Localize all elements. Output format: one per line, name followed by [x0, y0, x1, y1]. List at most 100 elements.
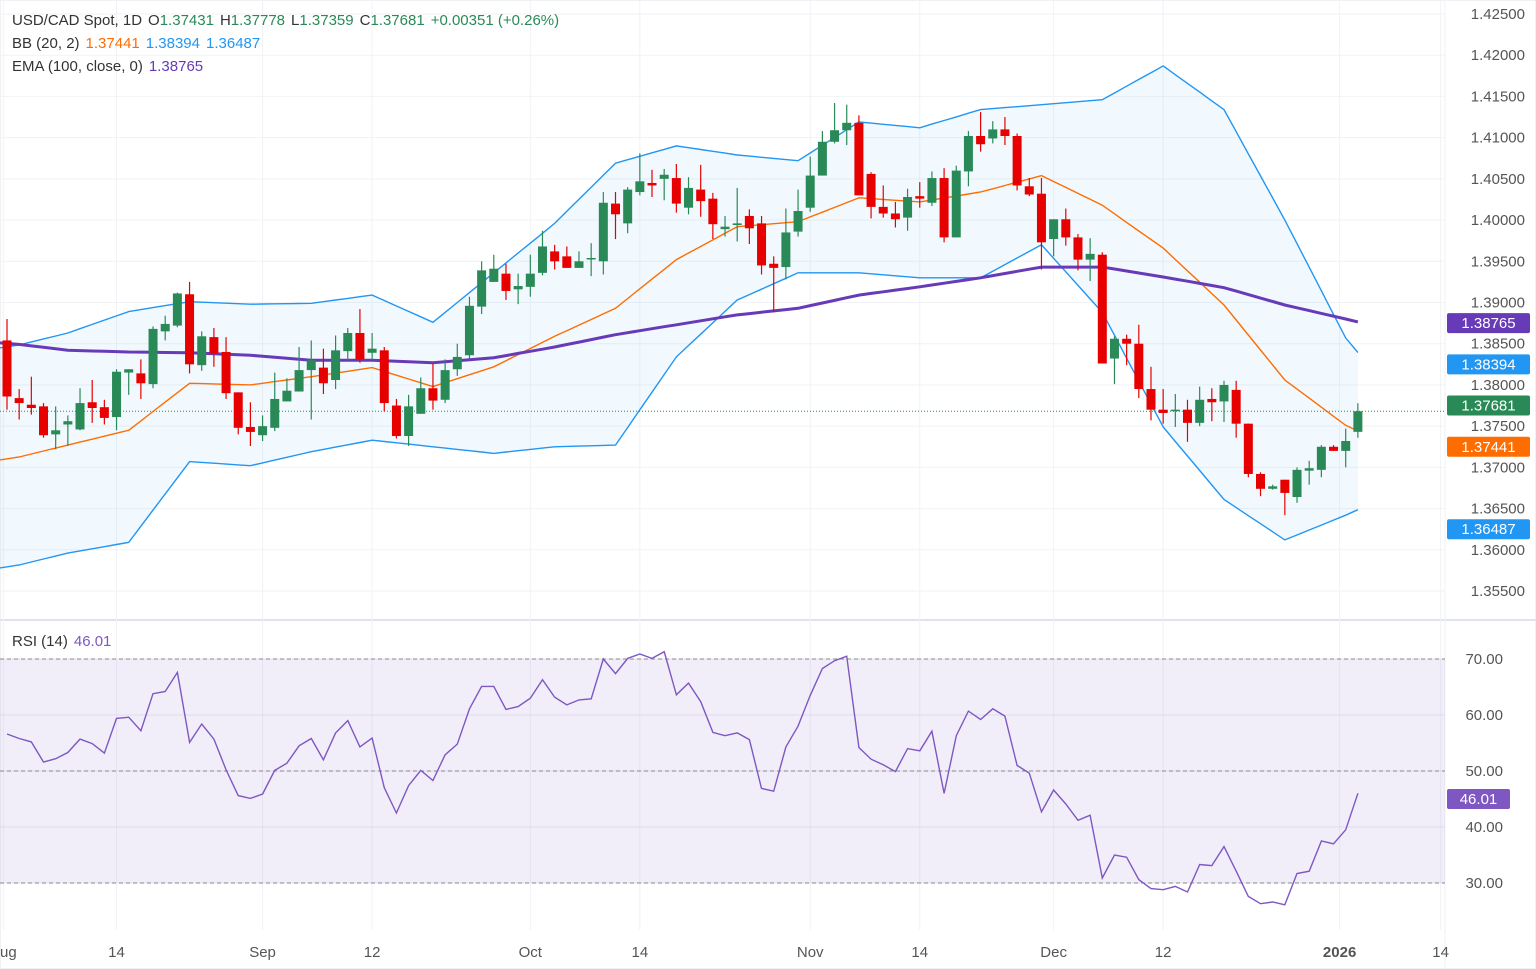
- time-tick-label: Oct: [519, 944, 543, 961]
- candle-up: [586, 243, 596, 277]
- candle-down: [671, 164, 681, 213]
- candle-body: [1049, 219, 1059, 240]
- candle-body: [963, 135, 973, 172]
- candle-body: [99, 407, 109, 418]
- candle-body: [221, 351, 231, 394]
- candle-body: [75, 403, 85, 430]
- candle-down: [890, 201, 900, 228]
- candle-body: [817, 141, 827, 176]
- candle-body: [537, 246, 547, 273]
- rsi-legend[interactable]: RSI (14) 46.01: [12, 633, 117, 651]
- candle-up: [1219, 380, 1229, 423]
- candle-up: [903, 188, 913, 231]
- high-value: 1.37778: [230, 12, 286, 29]
- candle-up: [367, 333, 377, 361]
- price-tick-label: 1.36500: [1471, 501, 1525, 518]
- candle-body: [708, 198, 718, 225]
- candle-down: [866, 172, 876, 219]
- rsi-tick-label: 40.00: [1465, 819, 1503, 836]
- open-label: O: [148, 12, 160, 29]
- candle-up: [1292, 467, 1302, 503]
- candle-up: [1195, 386, 1205, 427]
- candle-up: [1341, 428, 1351, 468]
- candle-body: [172, 293, 182, 326]
- candle-up: [951, 165, 961, 238]
- price-tick-label: 1.38000: [1471, 377, 1525, 394]
- rsi-label: RSI (14): [12, 633, 68, 650]
- price-tick-label: 1.38500: [1471, 336, 1525, 353]
- candle-down: [1097, 252, 1107, 364]
- candle-body: [830, 130, 840, 142]
- bb-upper-line: [0, 65, 1359, 353]
- candle-body: [464, 305, 474, 356]
- candle-body: [331, 350, 341, 380]
- candle-up: [1353, 403, 1363, 438]
- time-tick-label: 12: [364, 944, 381, 961]
- candle-body: [294, 370, 304, 392]
- candle-up: [623, 187, 633, 234]
- price-badges: 1.38765 1.38394 1.37681 1.37441 1.36487 46.01: [1447, 313, 1530, 809]
- candle-body: [635, 181, 645, 193]
- candle-body: [1195, 399, 1205, 423]
- candle-up: [416, 377, 426, 414]
- candle-up: [720, 215, 730, 237]
- candle-down: [696, 164, 706, 217]
- candle-up: [440, 359, 450, 404]
- candle-body: [197, 336, 207, 366]
- candle-up: [112, 369, 122, 431]
- candle-body: [951, 170, 961, 238]
- candle-down: [611, 192, 620, 240]
- candle-body: [63, 421, 73, 425]
- rsi-value: 46.01: [73, 633, 112, 650]
- candle-body: [1122, 338, 1132, 344]
- candle-up: [464, 296, 474, 359]
- bb-middle-badge-text: 1.37441: [1461, 439, 1515, 456]
- candle-up: [963, 131, 973, 187]
- candle-down: [26, 376, 36, 415]
- bb-lower-value: 1.36487: [206, 35, 261, 52]
- candle-down: [1146, 366, 1156, 421]
- bb-legend[interactable]: BB (20, 2) 1.37441 1.38394 1.36487: [12, 35, 266, 53]
- rsi-badge-text: 46.01: [1460, 791, 1498, 808]
- candle-down: [391, 398, 401, 439]
- candle-up: [452, 343, 462, 376]
- candle-down: [562, 246, 572, 268]
- bb-middle-line: [0, 174, 1359, 461]
- ema-legend[interactable]: EMA (100, close, 0) 1.38765: [12, 58, 209, 76]
- candle-up: [124, 369, 134, 395]
- candle-down: [87, 379, 97, 423]
- rsi-band: [0, 658, 1445, 884]
- ema-badge: 1.38765: [1447, 313, 1530, 334]
- candle-body: [318, 367, 328, 384]
- candle-down: [708, 192, 718, 240]
- close-label: C: [359, 12, 371, 29]
- candle-up: [830, 103, 840, 144]
- bb-upper-badge-text: 1.38394: [1461, 356, 1515, 373]
- bb-upper-value: 1.38394: [145, 35, 200, 52]
- candle-up: [927, 171, 937, 207]
- bollinger-band-fill: [0, 65, 1358, 568]
- candle-body: [550, 251, 560, 262]
- candle-body: [87, 402, 97, 409]
- high-label: H: [219, 12, 231, 29]
- candle-body: [233, 392, 243, 428]
- candle-up: [574, 251, 584, 268]
- candle-body: [988, 129, 998, 139]
- candle-up: [817, 131, 827, 176]
- candles: [2, 103, 1363, 516]
- candle-body: [684, 187, 694, 208]
- candle-body: [781, 232, 791, 268]
- candle-down: [209, 328, 219, 367]
- candle-body: [1097, 254, 1107, 364]
- candle-down: [1000, 117, 1010, 146]
- candle-body: [112, 371, 122, 418]
- rsi-badge-bg: [1447, 789, 1510, 809]
- candle-down: [1329, 445, 1339, 451]
- candle-body: [878, 206, 888, 214]
- candle-up: [148, 326, 158, 389]
- candle-body: [757, 223, 767, 266]
- candle-body: [1219, 384, 1229, 402]
- axes[interactable]: 1.42500 1.42000 1.41500 1.41000 1.40500 1.400…: [0, 6, 1525, 961]
- candle-down: [1243, 423, 1253, 478]
